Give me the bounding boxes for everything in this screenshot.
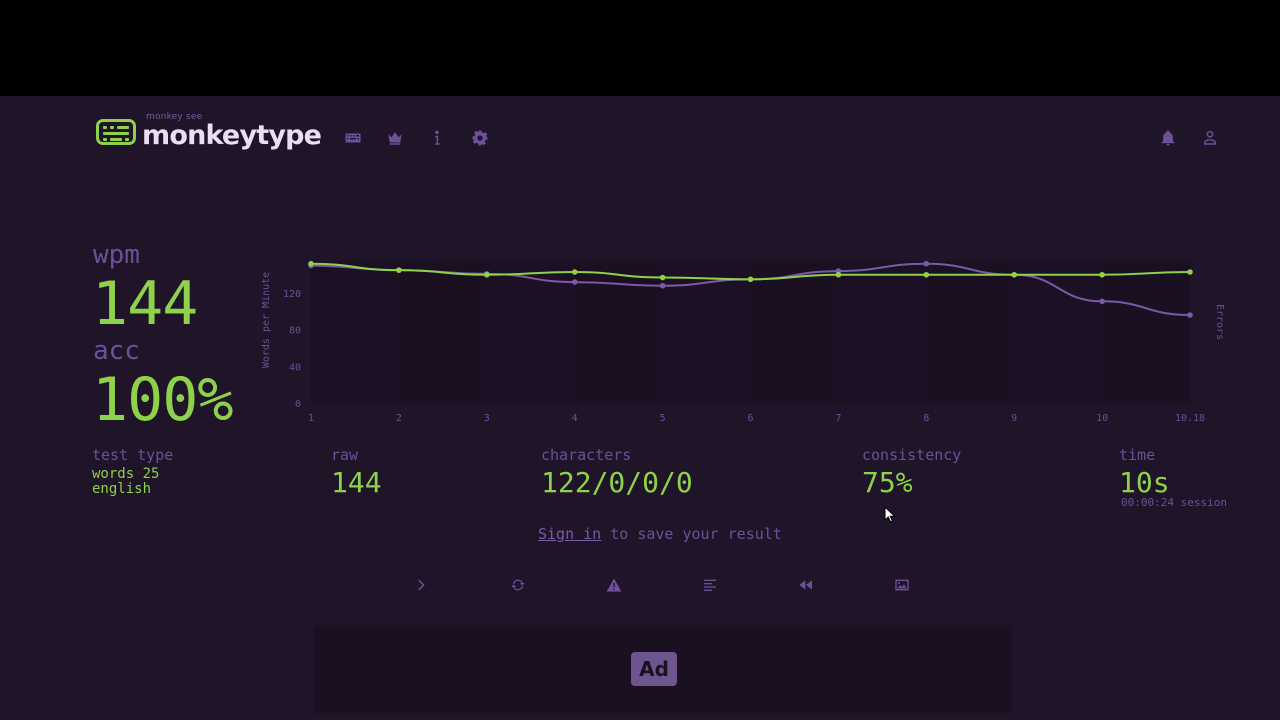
y-tick-label: 40	[289, 362, 301, 373]
test-type-language: english	[92, 481, 152, 497]
series-point-1[interactable]	[923, 261, 930, 267]
report-button[interactable]	[603, 574, 625, 596]
chart-band	[1014, 261, 1103, 403]
characters-label: characters	[541, 446, 632, 464]
series-point-0[interactable]	[835, 271, 842, 278]
x-tick-label: 2	[396, 413, 402, 424]
consistency-value: 75%	[862, 466, 913, 499]
signin-text: to save your result	[601, 525, 782, 543]
wpm-chart[interactable]: 0 40 80 120 1 2 3 4 5 6 7 8 9 10 10.18 Words per Minute…	[255, 261, 1245, 441]
ad-badge: Ad	[631, 652, 677, 686]
screenshot-icon	[895, 579, 909, 591]
x-tick-label: 1	[308, 413, 314, 424]
y-tick-label: 80	[289, 326, 301, 337]
series-point-0[interactable]	[747, 276, 754, 283]
series-point-0[interactable]	[923, 271, 930, 278]
raw-label: raw	[331, 446, 359, 464]
session-time: 00:00:24 session	[1121, 496, 1227, 509]
chart-band	[311, 261, 399, 403]
replay-icon	[799, 580, 812, 590]
x-tick-label: 10.18	[1175, 413, 1205, 424]
x-tick-label: 8	[923, 413, 929, 424]
warning-icon	[606, 578, 622, 592]
next-test-icon	[418, 579, 425, 591]
series-point-0[interactable]	[659, 274, 666, 281]
next-test-button[interactable]	[411, 574, 433, 596]
chart-band	[486, 261, 575, 403]
test-type-mode: words 25	[92, 466, 160, 482]
screenshot-button[interactable]	[891, 574, 913, 596]
word-history-icon	[704, 579, 716, 591]
series-point-0[interactable]	[396, 267, 402, 273]
x-tick-label: 10	[1096, 413, 1108, 424]
series-point-0[interactable]	[1099, 271, 1105, 278]
series-point-1[interactable]	[1187, 312, 1193, 318]
chart-band	[838, 261, 927, 403]
series-point-1[interactable]	[571, 279, 578, 285]
wpm-label: wpm	[93, 240, 140, 270]
raw-value: 144	[331, 466, 382, 499]
restart-button[interactable]	[507, 574, 529, 596]
ad-container: Ad	[313, 625, 1012, 713]
word-history-button[interactable]	[699, 574, 721, 596]
series-point-1[interactable]	[1099, 298, 1105, 305]
bell-icon[interactable]	[1158, 128, 1178, 148]
x-tick-label: 7	[835, 413, 841, 424]
time-label: time	[1119, 446, 1156, 464]
series-point-0[interactable]	[1011, 271, 1017, 278]
y-tick-label: 120	[283, 289, 301, 300]
signin-link[interactable]: Sign in	[538, 525, 602, 543]
time-value: 10s	[1119, 466, 1170, 499]
y2-axis-label: Errors	[1214, 304, 1225, 340]
x-tick-label: 9	[1011, 413, 1017, 424]
logo-text: monkeytype	[142, 120, 322, 151]
x-tick-label: 6	[747, 413, 753, 424]
test-type-label: test type	[92, 446, 174, 464]
results-page: monkey see monkeytype wpm 144 acc 100% 0…	[0, 96, 1280, 720]
crown-icon[interactable]	[385, 128, 405, 148]
mouse-cursor-icon	[884, 506, 896, 523]
x-tick-label: 4	[572, 413, 578, 424]
info-icon[interactable]	[427, 128, 447, 148]
restart-icon	[511, 579, 525, 591]
series-point-1[interactable]	[659, 282, 666, 289]
logo-subtitle: monkey see	[146, 112, 203, 122]
x-tick-label: 5	[660, 413, 666, 424]
keyboard-logo-icon	[96, 119, 136, 145]
user-icon[interactable]	[1200, 128, 1220, 148]
gear-icon[interactable]	[470, 128, 490, 148]
keyboard-icon[interactable]	[343, 128, 363, 148]
x-tick-label: 3	[484, 413, 490, 424]
acc-value: 100%	[92, 365, 233, 435]
series-point-0[interactable]	[571, 269, 578, 275]
series-point-0[interactable]	[484, 271, 490, 278]
y-axis-label: Words per Minute	[261, 272, 272, 368]
y-tick-label: 0	[295, 399, 301, 410]
consistency-label: consistency	[862, 446, 962, 464]
replay-button[interactable]	[795, 574, 817, 596]
wpm-value: 144	[92, 269, 198, 339]
signin-prompt: Sign in to save your result	[538, 525, 782, 543]
series-point-0[interactable]	[308, 261, 314, 267]
series-point-0[interactable]	[1187, 269, 1193, 275]
logo[interactable]: monkey see monkeytype	[96, 112, 322, 151]
acc-label: acc	[93, 336, 140, 366]
characters-value: 122/0/0/0	[541, 466, 693, 499]
